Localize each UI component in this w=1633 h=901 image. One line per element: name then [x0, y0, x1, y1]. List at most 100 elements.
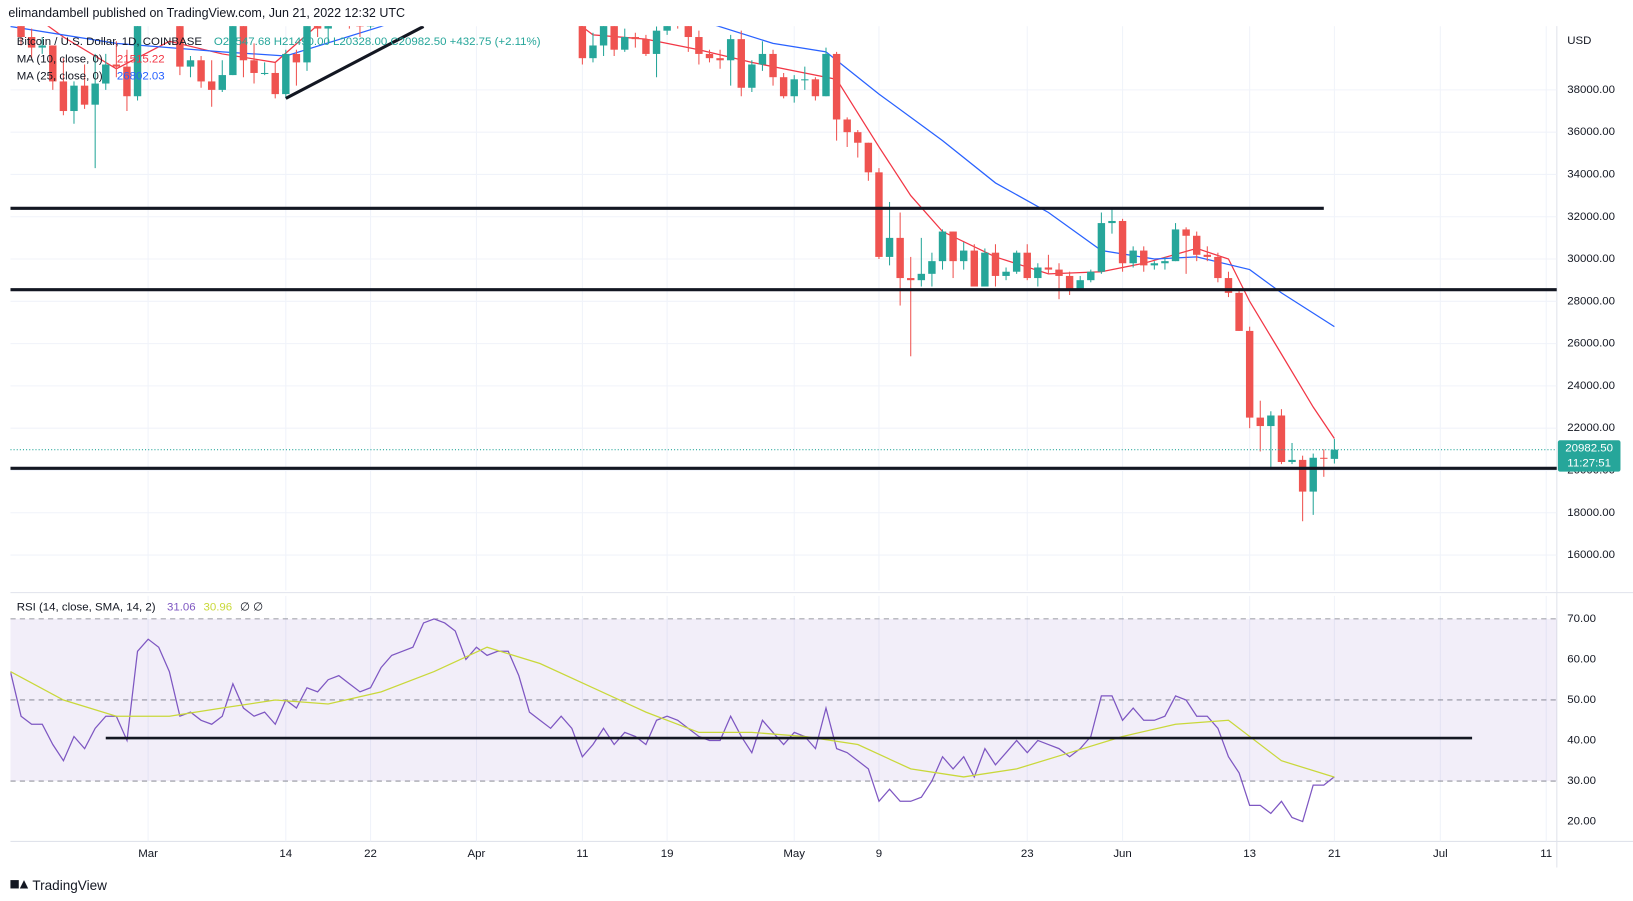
- candle-body: [684, 26, 693, 38]
- candle-body: [186, 60, 195, 67]
- candle-body: [631, 37, 640, 40]
- candle-body: [1182, 229, 1190, 236]
- candle-body: [1256, 417, 1264, 427]
- candle-body: [981, 252, 989, 287]
- main-pane: [10, 26, 1557, 591]
- candle-body: [599, 26, 608, 46]
- indicator-line: [10, 618, 1335, 823]
- y-tick-label: 16000.00: [1567, 549, 1615, 561]
- logo-text: TradingView: [32, 878, 107, 893]
- candle-body: [292, 53, 301, 63]
- candle-body: [123, 66, 131, 97]
- candle-body: [1097, 223, 1106, 272]
- candle-body: [239, 26, 248, 61]
- candle-body: [1288, 459, 1296, 463]
- candle-body: [1309, 457, 1317, 492]
- candle-body: [80, 85, 89, 105]
- candle-body: [748, 64, 756, 88]
- candle-body: [1065, 275, 1074, 289]
- candle-body: [1023, 252, 1031, 279]
- candle-body: [260, 72, 269, 75]
- candle-body: [176, 26, 184, 67]
- candle-body: [832, 53, 841, 120]
- legend-entry: MA (10, close, 0): [17, 54, 103, 66]
- candle-body: [896, 237, 904, 279]
- candle-body: [229, 26, 237, 76]
- y-tick-label: 34000.00: [1567, 168, 1615, 180]
- y-tick-label: 60.00: [1567, 653, 1596, 665]
- indicator-status: ∅ ∅: [240, 601, 263, 613]
- y-tick-label: 32000.00: [1567, 211, 1615, 223]
- candle-body: [1161, 261, 1169, 264]
- y-tick-label: 38000.00: [1567, 84, 1615, 96]
- candle-body: [1224, 278, 1233, 293]
- candle-body: [197, 60, 205, 82]
- x-tick-label: Apr: [468, 848, 486, 860]
- candle-body: [271, 72, 279, 95]
- countdown: 11:27:51: [1567, 457, 1611, 469]
- candle-body: [27, 37, 36, 48]
- candle-body: [811, 79, 820, 97]
- x-tick-label: 11: [576, 848, 588, 860]
- y-tick-label: 40.00: [1567, 735, 1596, 747]
- chart-title: Bitcoin / U.S. Dollar, 1D, COINBASE: [17, 36, 203, 48]
- candle-body: [218, 75, 226, 90]
- drawn-line: [285, 26, 425, 100]
- y-tick-label: 26000.00: [1567, 338, 1615, 350]
- candle-body: [621, 37, 629, 50]
- x-tick-label: 14: [279, 848, 292, 860]
- candle-body: [1150, 263, 1159, 266]
- candle-body: [1214, 256, 1222, 279]
- x-tick-label: 9: [876, 848, 882, 860]
- y-tick-label: 30.00: [1567, 775, 1596, 787]
- logo-mark: [19, 880, 29, 889]
- moving-average-line: [47, 26, 1335, 439]
- x-tick-label: Mar: [138, 848, 158, 860]
- candle-body: [356, 26, 364, 27]
- x-tick-label: Jun: [1113, 848, 1131, 860]
- x-tick-label: 19: [661, 848, 674, 860]
- candle-body: [705, 53, 714, 59]
- candle-body: [1002, 271, 1010, 276]
- candle-body: [885, 237, 894, 257]
- y-tick-label: 28000.00: [1567, 295, 1615, 307]
- candle-body: [1140, 250, 1148, 266]
- candle-body: [1320, 457, 1328, 459]
- candle-body: [610, 26, 618, 50]
- candle-body: [854, 132, 862, 143]
- candle-body: [324, 26, 332, 29]
- y-tick-label: 70.00: [1567, 613, 1596, 625]
- candle-body: [38, 45, 46, 48]
- moving-average-line: [10, 26, 1335, 328]
- candle-body: [1044, 267, 1053, 270]
- candle-body: [779, 77, 788, 97]
- candle-body: [49, 45, 57, 82]
- candle-body: [133, 26, 142, 97]
- candle-body: [17, 26, 25, 38]
- logo: TradingView: [10, 878, 107, 893]
- candle-body: [790, 79, 798, 97]
- price-tag: [1557, 440, 1621, 472]
- candle-body: [303, 26, 311, 63]
- candle-body: [91, 83, 99, 105]
- x-tick-label: Jul: [1433, 848, 1448, 860]
- legend-value: 30.96: [203, 601, 232, 613]
- candle-body: [59, 81, 68, 112]
- candle-body: [1055, 269, 1063, 276]
- candle-body: [801, 79, 809, 81]
- candle-body: [102, 64, 110, 84]
- currency-label: USD: [1567, 35, 1591, 47]
- legend-entry: MA (25, close, 0): [17, 70, 103, 82]
- candle-body: [1129, 250, 1137, 264]
- candle-body: [695, 37, 703, 54]
- candle-body: [970, 250, 978, 287]
- y-tick-label: 24000.00: [1567, 380, 1615, 392]
- candle-body: [737, 39, 745, 88]
- candle-body: [769, 53, 777, 78]
- candle-body: [663, 26, 671, 31]
- published-note: elimandambell published on TradingView.c…: [8, 6, 405, 20]
- candle-body: [313, 26, 322, 29]
- candle-body: [907, 278, 915, 281]
